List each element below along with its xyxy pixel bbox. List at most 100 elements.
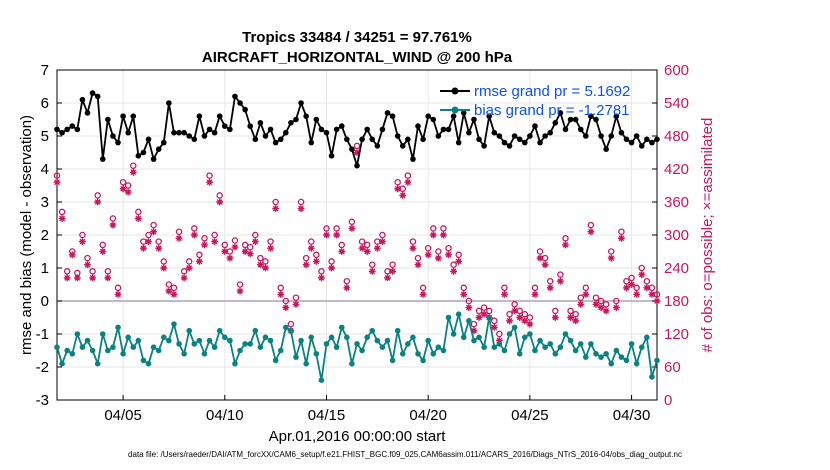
- assimilated-point: [389, 267, 396, 275]
- possible-point: [201, 235, 208, 242]
- rmse-point: [125, 129, 131, 136]
- assimilated-point: [302, 261, 310, 269]
- y-right-tick-label: 540: [664, 95, 689, 112]
- possible-point: [277, 284, 284, 292]
- bias-point: [496, 341, 503, 347]
- rmse-point: [211, 129, 218, 136]
- assimilated-point: [414, 261, 422, 269]
- possible-point: [338, 241, 345, 249]
- possible-point: [267, 238, 274, 245]
- possible-point: [440, 225, 447, 232]
- rmse-point: [166, 100, 172, 106]
- possible-point: [450, 261, 457, 268]
- assimilated-point: [231, 243, 239, 251]
- rmse-point: [349, 146, 355, 152]
- possible-point: [114, 284, 122, 292]
- rmse-point: [633, 133, 640, 139]
- y-tick-label: -2: [36, 359, 49, 376]
- possible-point: [572, 310, 579, 318]
- bias-point: [242, 341, 248, 347]
- rmse-point: [206, 126, 213, 133]
- data-file-footnote: data file: /Users/raeder/DAI/ATM_forcXX/…: [128, 450, 682, 459]
- possible-point: [84, 254, 91, 262]
- possible-point: [562, 235, 569, 242]
- possible-point: [496, 330, 503, 338]
- bias-point: [257, 344, 264, 351]
- possible-point: [145, 231, 152, 239]
- bias-point: [364, 334, 370, 341]
- rmse-point: [562, 126, 569, 133]
- bias-point: [64, 347, 70, 354]
- assimilated-point: [526, 320, 534, 328]
- assimilated-point: [434, 254, 442, 262]
- rmse-point: [547, 129, 554, 136]
- assimilated-point: [160, 264, 168, 272]
- possible-point: [165, 281, 173, 288]
- rmse-point: [328, 153, 335, 159]
- possible-point: [394, 178, 401, 186]
- assimilated-point: [282, 304, 290, 311]
- rmse-point: [603, 146, 609, 152]
- bias-point: [450, 331, 457, 337]
- y-right-tick-label: 180: [664, 293, 689, 310]
- rmse-point: [227, 126, 233, 133]
- bias-point: [593, 351, 599, 357]
- assimilated-point: [292, 300, 300, 308]
- bias-point: [206, 337, 213, 344]
- bias-point: [308, 334, 315, 341]
- assimilated-point: [429, 231, 437, 239]
- assimilated-point: [404, 178, 412, 186]
- assimilated-point: [129, 168, 137, 176]
- rmse-point: [364, 126, 370, 133]
- assimilated-point: [297, 205, 305, 212]
- y-tick-label: -3: [36, 392, 49, 409]
- assimilated-point: [465, 304, 473, 311]
- assimilated-point: [175, 234, 183, 242]
- bias-point: [628, 341, 635, 347]
- assimilated-point: [221, 248, 229, 255]
- rmse-point: [288, 120, 294, 126]
- rmse-point: [59, 129, 65, 136]
- bias-point: [344, 334, 350, 341]
- possible-point: [552, 307, 559, 315]
- y-axis-right-label: # of obs: o=possible; ×=assimilated: [699, 118, 716, 353]
- legend-bias-label: bias grand pr = -1.2781: [474, 102, 630, 119]
- assimilated-point: [155, 244, 163, 252]
- assimilated-point: [216, 198, 224, 206]
- bias-point: [583, 354, 589, 360]
- rmse-point: [120, 113, 126, 119]
- assimilated-point: [256, 261, 264, 269]
- assimilated-point: [251, 238, 259, 245]
- possible-point: [643, 277, 651, 285]
- bias-point: [237, 347, 243, 354]
- bias-point: [608, 360, 615, 367]
- bias-point: [94, 360, 101, 367]
- possible-point: [89, 268, 96, 275]
- y-axis-left: -3 -2 -1 0 1 2 3 4 5 6 7: [36, 62, 62, 409]
- x-axis: 04/05 04/10 04/15 04/20 04/25 04/30: [104, 395, 650, 424]
- possible-point: [536, 248, 544, 255]
- assimilated-point: [104, 274, 112, 282]
- bias-point: [547, 341, 554, 347]
- bias-point: [318, 377, 325, 384]
- rmse-point: [115, 139, 121, 146]
- y-tick-label: 7: [41, 62, 49, 79]
- bias-point: [277, 347, 284, 354]
- assimilated-point: [506, 317, 513, 325]
- bias-point: [354, 341, 360, 347]
- bias-point: [369, 327, 376, 334]
- rmse-point: [242, 106, 248, 113]
- rmse-point: [323, 129, 330, 136]
- rmse-point: [557, 110, 564, 116]
- bias-point: [150, 344, 157, 351]
- possible-point: [353, 142, 361, 150]
- possible-point: [160, 258, 168, 265]
- assimilated-point: [63, 274, 71, 282]
- rmse-point: [303, 113, 309, 119]
- rmse-point: [293, 116, 299, 123]
- bias-point: [155, 347, 162, 354]
- possible-point: [557, 271, 564, 278]
- assimilated-point: [475, 314, 483, 321]
- rmse-point: [644, 136, 650, 143]
- possible-point: [607, 248, 615, 255]
